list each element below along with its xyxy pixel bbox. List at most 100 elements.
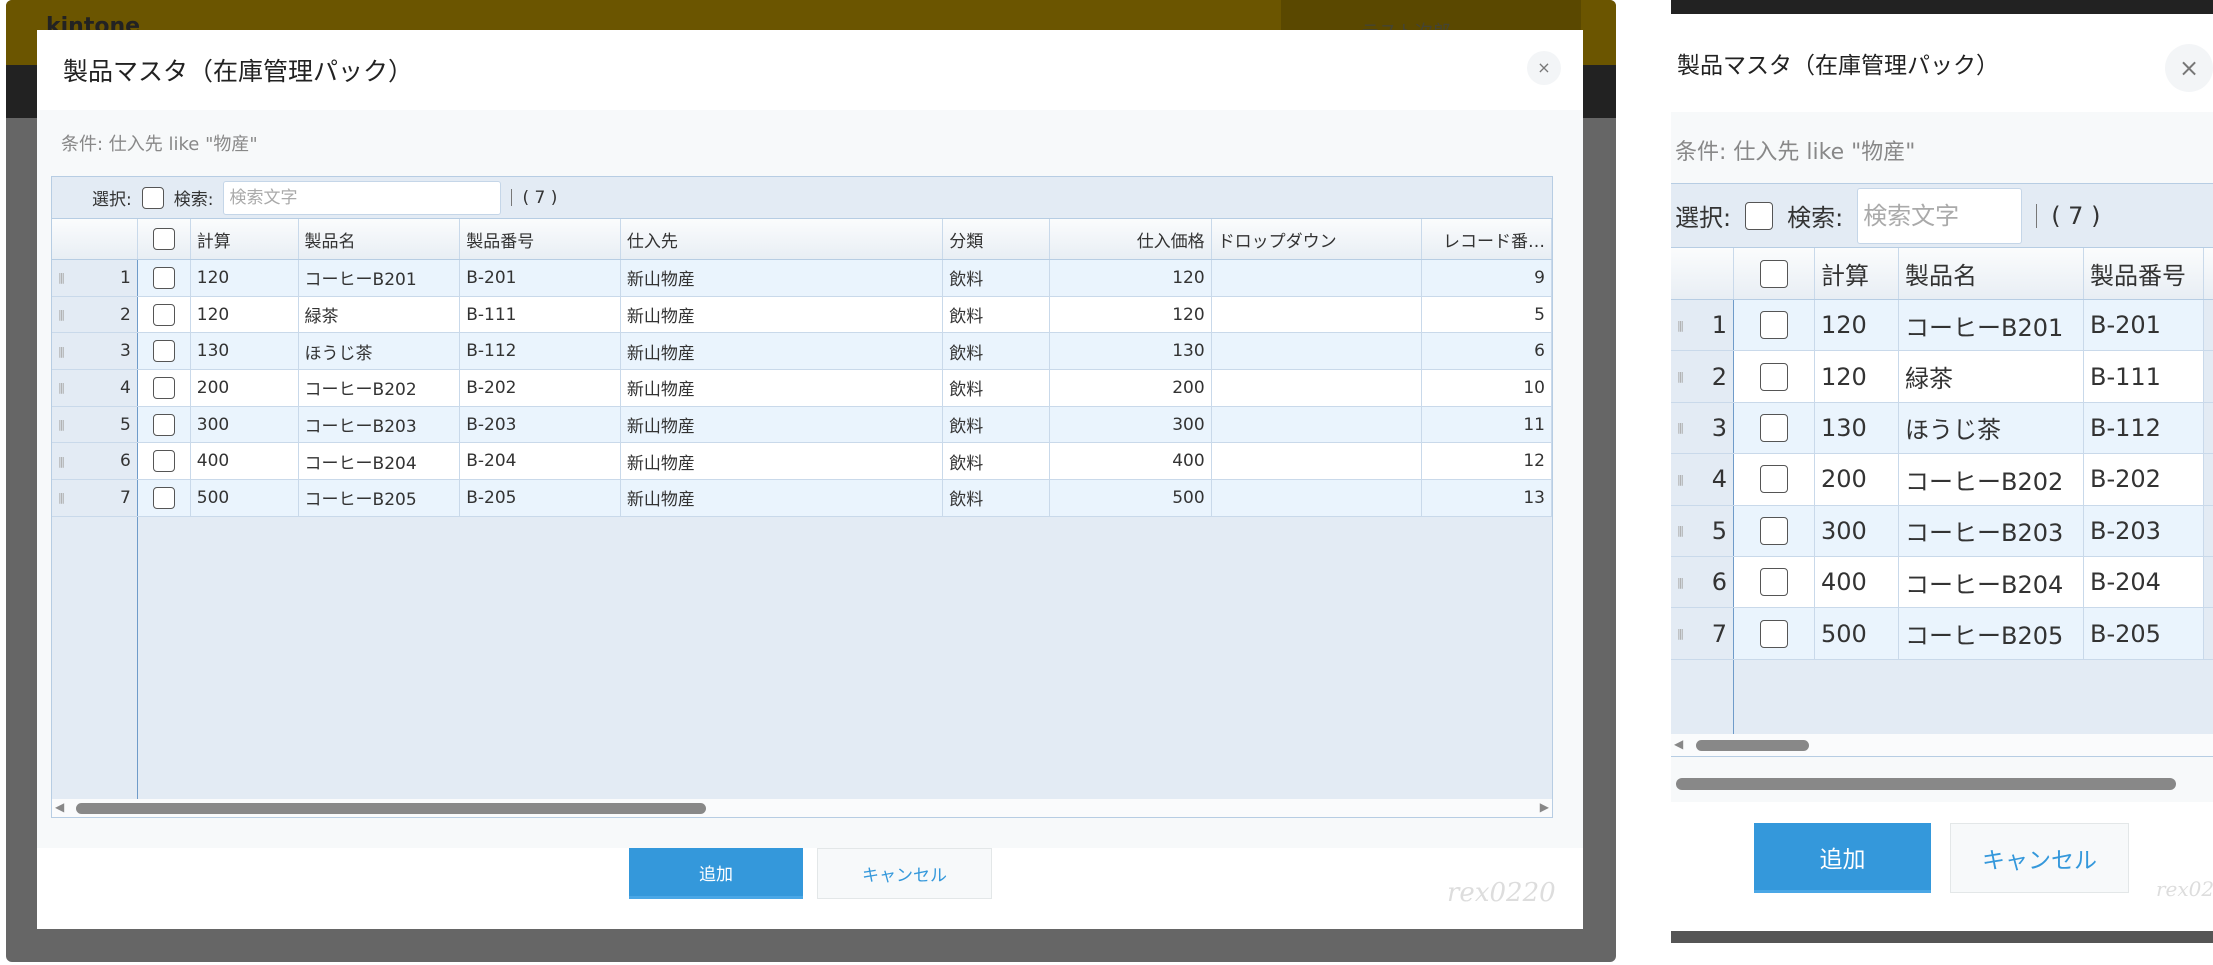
select-all-checkbox[interactable] xyxy=(141,186,164,209)
column-header[interactable]: 計算 xyxy=(191,219,299,259)
table-row[interactable]: ||| 6 400 コーヒーB204 B-204 新山物産 飲料 400 12 xyxy=(52,443,1552,481)
table-row[interactable]: ||| 7 500 コーヒーB205 B-205 新山物産 飲料 500 13 xyxy=(52,480,1552,517)
scroll-left-icon[interactable]: ◀ xyxy=(1674,737,1684,751)
row-checkbox-cell xyxy=(137,443,191,480)
drag-handle-icon[interactable]: ||| xyxy=(1677,370,1684,384)
column-header[interactable]: 仕入価格 xyxy=(1050,219,1212,259)
table-row[interactable]: ||| 2 120 緑茶 B-111 新山物産 飲料 120 5 xyxy=(52,296,1552,334)
horizontal-scrollbar[interactable] xyxy=(1676,778,2176,790)
cell-supplier: 新山物産 xyxy=(620,296,944,333)
drag-handle-icon[interactable]: ||| xyxy=(58,454,65,468)
row-number-cell: ||| 1 xyxy=(52,260,138,296)
record-count: ( 7 ) xyxy=(522,187,558,208)
search-input[interactable]: 検索文字 xyxy=(223,180,502,215)
select-all-checkbox[interactable] xyxy=(1745,201,1774,230)
row-checkbox[interactable] xyxy=(1760,465,1788,494)
table-row[interactable]: ||| 5 300 コーヒーB203 B-203 新山物産 飲料 300 11 xyxy=(52,406,1552,444)
table-row[interactable]: ||| 5 300 コーヒーB203 B-203 xyxy=(1671,505,2213,557)
scrollbar-thumb[interactable] xyxy=(1696,740,1809,751)
table-row[interactable]: ||| 3 130 ほうじ茶 B-112 xyxy=(1671,402,2213,455)
column-header[interactable]: 製品名 xyxy=(299,219,461,259)
table-row[interactable]: ||| 4 200 コーヒーB202 B-202 xyxy=(1671,454,2213,506)
row-checkbox[interactable] xyxy=(152,266,175,289)
drag-handle-icon[interactable]: ||| xyxy=(58,271,65,285)
table-row[interactable]: ||| 6 400 コーヒーB204 B-204 xyxy=(1671,556,2213,609)
cell-calc: 120 xyxy=(1815,300,1899,351)
row-checkbox[interactable] xyxy=(152,340,175,363)
header-rownum xyxy=(1671,248,1734,299)
cell-name: コーヒーB202 xyxy=(1899,454,2084,505)
table-row[interactable]: ||| 3 130 ほうじ茶 B-112 新山物産 飲料 130 6 xyxy=(52,333,1552,371)
column-header[interactable]: レコード番… xyxy=(1422,219,1552,259)
column-header[interactable]: 仕入先 xyxy=(621,219,944,259)
row-checkbox[interactable] xyxy=(152,376,175,399)
row-checkbox[interactable] xyxy=(152,450,175,473)
cell-calc: 200 xyxy=(1815,454,1899,505)
row-checkbox-cell xyxy=(137,333,191,370)
row-checkbox-cell xyxy=(1734,454,1815,505)
column-header[interactable]: 製品名 xyxy=(1899,248,2084,299)
scrollbar-thumb[interactable] xyxy=(76,803,706,814)
cell-supplier: 新山物産 xyxy=(620,370,944,406)
table-row[interactable]: ||| 2 120 緑茶 B-111 xyxy=(1671,351,2213,403)
table-row[interactable]: ||| 4 200 コーヒーB202 B-202 新山物産 飲料 200 10 xyxy=(52,370,1552,407)
row-checkbox[interactable] xyxy=(1760,516,1788,545)
drag-handle-icon[interactable]: ||| xyxy=(58,308,65,322)
dialog-zoomed: 製品マスタ（在庫管理パック） × 条件: 仕入先 like "物産" 選択: 検… xyxy=(1671,0,2213,943)
check-all-checkbox[interactable] xyxy=(152,228,175,250)
horizontal-scrollbar[interactable]: ◀ ▶ xyxy=(52,799,1552,817)
table-toolbar: 選択: 検索: 検索文字 ( 7 ) xyxy=(1671,184,2213,248)
cell-code: B-204 xyxy=(460,443,621,480)
table-row[interactable]: ||| 7 500 コーヒーB205 B-205 xyxy=(1671,608,2213,660)
column-header[interactable]: 製品番号 xyxy=(460,219,621,259)
cell-rec: 5 xyxy=(1422,296,1552,333)
row-checkbox-cell xyxy=(1734,300,1815,351)
row-checkbox[interactable] xyxy=(152,413,175,436)
table-row[interactable]: ||| 1 120 コーヒーB201 B-201 新山物産 飲料 120 9 xyxy=(52,260,1552,297)
row-checkbox[interactable] xyxy=(152,303,175,326)
column-header[interactable]: 分類 xyxy=(943,219,1051,259)
divider xyxy=(511,189,513,206)
column-header[interactable]: ドロップダウン xyxy=(1212,219,1423,259)
cell-name: ほうじ茶 xyxy=(1899,402,2084,454)
row-checkbox[interactable] xyxy=(152,486,175,509)
row-checkbox[interactable] xyxy=(1760,362,1788,391)
close-button[interactable]: × xyxy=(1527,51,1561,85)
drag-handle-icon[interactable]: ||| xyxy=(1677,575,1684,589)
cell-cat: 飲料 xyxy=(943,480,1051,516)
drag-handle-icon[interactable]: ||| xyxy=(1677,524,1684,538)
drag-handle-icon[interactable]: ||| xyxy=(1677,472,1684,486)
cell-cat: 飲料 xyxy=(943,443,1051,480)
add-button[interactable]: 追加 xyxy=(1754,823,1931,893)
row-checkbox[interactable] xyxy=(1760,568,1788,597)
drag-handle-icon[interactable]: ||| xyxy=(58,491,65,505)
check-all-checkbox[interactable] xyxy=(1760,259,1788,288)
scroll-right-icon[interactable]: ▶ xyxy=(1539,800,1549,814)
search-input[interactable]: 検索文字 xyxy=(1857,187,2023,244)
drag-handle-icon[interactable]: ||| xyxy=(58,418,65,432)
drag-handle-icon[interactable]: ||| xyxy=(58,344,65,358)
scroll-left-icon[interactable]: ◀ xyxy=(55,800,65,814)
cell-calc: 120 xyxy=(1815,351,1899,402)
table-row[interactable]: ||| 1 120 コーヒーB201 B-201 xyxy=(1671,300,2213,352)
row-checkbox[interactable] xyxy=(1760,413,1788,442)
column-header[interactable]: 製品番号 xyxy=(2084,248,2204,299)
cell-name: 緑茶 xyxy=(1899,351,2084,402)
row-checkbox[interactable] xyxy=(1760,311,1788,340)
add-button[interactable]: 追加 xyxy=(629,848,803,899)
cell-calc: 300 xyxy=(1815,505,1899,556)
drag-handle-icon[interactable]: ||| xyxy=(58,381,65,395)
cancel-button[interactable]: キャンセル xyxy=(817,848,992,899)
drag-handle-icon[interactable]: ||| xyxy=(1677,421,1684,435)
drag-handle-icon[interactable]: ||| xyxy=(1677,627,1684,641)
row-number-cell: ||| 3 xyxy=(52,333,138,370)
cell-calc: 500 xyxy=(1815,608,1899,659)
cell-price: 500 xyxy=(1050,480,1212,516)
record-table: 選択: 検索: 検索文字 ( 7 ) 計算 製品名 製品番号 仕入先 分類 仕入価格 ドロッ… xyxy=(51,176,1553,818)
close-button[interactable]: × xyxy=(2165,44,2213,92)
row-checkbox[interactable] xyxy=(1760,619,1788,648)
drag-handle-icon[interactable]: ||| xyxy=(1677,318,1684,332)
cancel-button[interactable]: キャンセル xyxy=(1950,823,2129,893)
horizontal-scrollbar[interactable]: ◀ xyxy=(1671,734,2213,756)
column-header[interactable]: 計算 xyxy=(1815,248,1899,299)
